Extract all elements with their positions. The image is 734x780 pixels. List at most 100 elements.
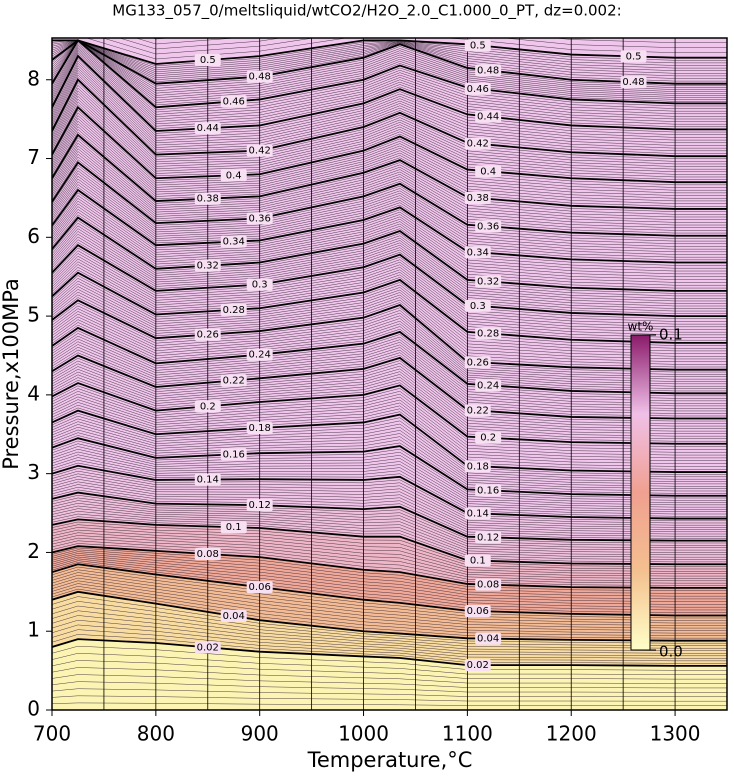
contour-label: 0.06 <box>249 582 271 593</box>
contour-label: 0.22 <box>467 406 489 417</box>
contour-line <box>52 54 727 132</box>
contour-label-bg <box>475 531 502 544</box>
contour-label-bg <box>464 82 491 95</box>
contour-label-bg <box>464 659 491 672</box>
contour-label: 0.42 <box>249 146 271 157</box>
contour-label-bg <box>464 192 491 205</box>
contour-label-bg <box>464 460 491 473</box>
y-tick-label: 1 <box>27 618 40 642</box>
contour-label-bg <box>220 448 247 461</box>
contour-label: 0.08 <box>477 580 499 591</box>
contour-label: 0.28 <box>223 305 245 316</box>
contour-label: 0.12 <box>249 500 271 511</box>
contour-label-bg <box>475 165 502 178</box>
contour-label: 0.14 <box>197 475 219 486</box>
contour-label-bg <box>464 507 491 520</box>
contour-label: 0.04 <box>477 634 499 645</box>
contour-label-bg <box>246 581 273 594</box>
contour-label: 0.48 <box>622 77 644 88</box>
contour-label: 0.34 <box>223 237 245 248</box>
contour-label: 0.08 <box>197 549 219 560</box>
contour-label: 0.38 <box>467 193 489 204</box>
contour-label-bg <box>220 521 247 534</box>
x-tick-label: 1200 <box>546 722 597 746</box>
contour-label-bg <box>464 356 491 369</box>
contour-label-bg <box>194 259 221 272</box>
contour-label-bg <box>194 400 221 413</box>
contour-line <box>52 299 727 371</box>
contour-label-bg <box>464 605 491 618</box>
contour-label: 0.5 <box>470 40 486 51</box>
contour-line <box>52 188 727 264</box>
contour-label-bg <box>464 404 491 417</box>
contour-label-bg <box>194 54 221 67</box>
contour-line <box>52 216 727 292</box>
contour-label: 0.2 <box>200 401 216 412</box>
contour-label: 0.16 <box>477 485 499 496</box>
contour-label: 0.06 <box>467 606 489 617</box>
x-tick-label: 1300 <box>650 722 701 746</box>
contour-label: 0.36 <box>477 221 499 232</box>
contour-label-bg <box>620 76 647 89</box>
contour-line <box>52 38 727 109</box>
contour-line <box>52 409 727 473</box>
contour-label-bg <box>475 379 502 392</box>
contour-label: 0.46 <box>467 84 489 95</box>
contour-label: 0.3 <box>470 301 486 312</box>
contour-label: 0.36 <box>249 213 271 224</box>
y-tick-label: 4 <box>27 381 40 405</box>
x-axis-label: Temperature,°C <box>307 748 473 772</box>
contour-label-bg <box>464 299 491 312</box>
contour-label: 0.32 <box>197 261 219 272</box>
contour-line <box>52 590 727 642</box>
contour-line <box>52 78 727 158</box>
contour-line <box>52 491 727 542</box>
contour-line <box>52 545 727 589</box>
contour-label-bg <box>220 95 247 108</box>
contour-label-bg <box>464 554 491 567</box>
colorbar-label: wt% <box>628 320 654 334</box>
contour-label: 0.4 <box>480 166 496 177</box>
contour-label: 0.2 <box>480 433 496 444</box>
contour-label: 0.04 <box>223 611 245 622</box>
contour-label: 0.26 <box>467 357 489 368</box>
contour-line <box>52 133 727 210</box>
y-tick-label: 5 <box>27 303 40 327</box>
x-tick-label: 800 <box>137 722 175 746</box>
contour-label: 0.42 <box>467 139 489 150</box>
x-tick-label: 700 <box>33 722 71 746</box>
contour-label-bg <box>220 169 247 182</box>
contour-line <box>52 437 727 497</box>
contour-label-bg <box>475 327 502 340</box>
contour-label-bg <box>194 641 221 654</box>
contour-label: 0.46 <box>223 96 245 107</box>
contour-label-bg <box>246 278 273 291</box>
contour-line <box>52 464 727 520</box>
contour-label-bg <box>246 348 273 361</box>
colorbar <box>630 334 651 651</box>
contour-label-bg <box>475 431 502 444</box>
y-tick-label: 8 <box>27 66 40 90</box>
contour-line <box>52 563 727 617</box>
contour-label-bg <box>464 246 491 259</box>
chart-title: MG133_057_0/meltsliquid/wtCO2/H2O_2.0_C1… <box>112 2 621 21</box>
contour-label: 0.32 <box>477 276 499 287</box>
contour-label: 0.18 <box>249 423 271 434</box>
contour-label-bg <box>475 484 502 497</box>
contour-label-bg <box>475 220 502 233</box>
contour-label-bg <box>475 64 502 77</box>
y-tick-label: 0 <box>27 697 40 721</box>
contour-label: 0.34 <box>467 247 489 258</box>
contour-line <box>52 638 727 667</box>
contour-label-bg <box>194 122 221 135</box>
contour-line <box>52 354 727 420</box>
y-axis-label: Pressure,x100MPa <box>0 278 23 470</box>
contour-label: 0.48 <box>477 65 499 76</box>
contour-line <box>52 161 727 237</box>
contour-label-bg <box>475 110 502 123</box>
x-tick-label: 1100 <box>442 722 493 746</box>
contour-label-bg <box>220 235 247 248</box>
contour-label-bg <box>475 275 502 288</box>
y-tick-label: 3 <box>27 460 40 484</box>
